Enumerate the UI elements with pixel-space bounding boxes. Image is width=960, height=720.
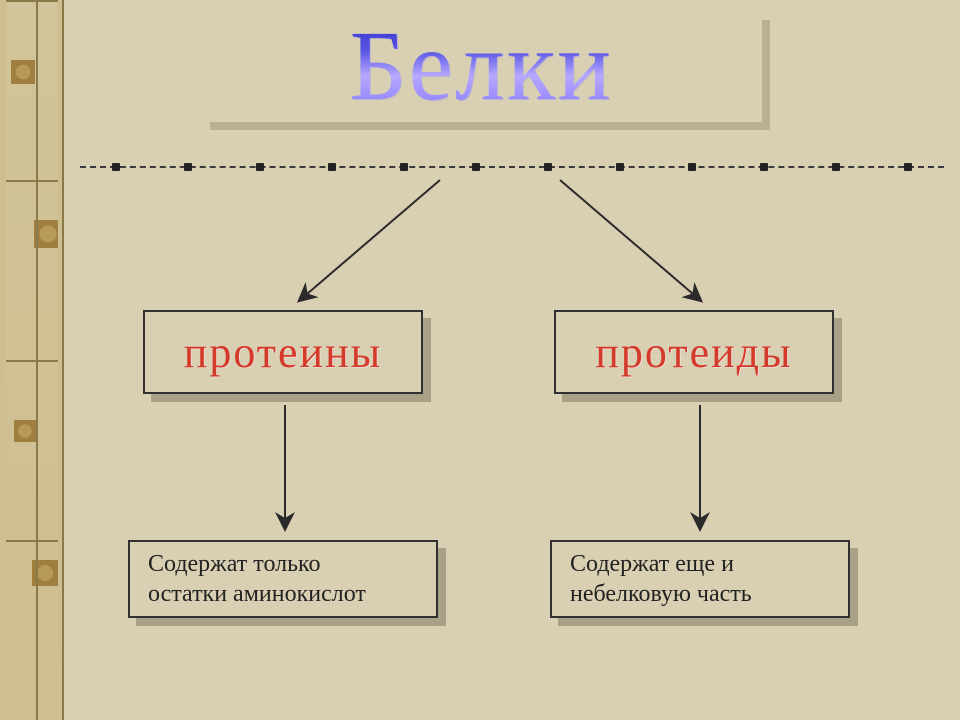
desc-line1: Содержат только	[148, 551, 321, 577]
box-face: Содержат еще и небелковую часть	[550, 540, 850, 618]
title-container: Белки	[200, 10, 780, 140]
box-proteids: протеиды	[554, 310, 834, 394]
box-face: Содержат только остатки аминокислот	[128, 540, 438, 618]
box-proteins: протеины	[143, 310, 423, 394]
title-box: Белки	[200, 10, 762, 122]
box-proteids-desc: Содержат еще и небелковую часть	[550, 540, 850, 618]
proteids-desc-text: Содержат еще и небелковую часть	[570, 549, 752, 609]
label-proteids: протеиды	[595, 327, 792, 378]
desc-line2: остатки аминокислот	[148, 581, 366, 607]
arrow-title-to-left	[300, 180, 440, 300]
box-proteins-desc: Содержат только остатки аминокислот	[128, 540, 438, 618]
title-text: Белки	[349, 16, 613, 116]
box-face: протеины	[143, 310, 423, 394]
desc-line1: Содержат еще и	[570, 551, 734, 577]
left-decorative-strip	[0, 0, 64, 720]
box-face: протеиды	[554, 310, 834, 394]
divider	[80, 162, 944, 172]
desc-line2: небелковую часть	[570, 581, 752, 607]
proteins-desc-text: Содержат только остатки аминокислот	[148, 549, 366, 609]
divider-dots	[80, 162, 944, 172]
slide: Белки протеины протеиды Содерж	[0, 0, 960, 720]
arrow-title-to-right	[560, 180, 700, 300]
label-proteins: протеины	[184, 327, 382, 378]
